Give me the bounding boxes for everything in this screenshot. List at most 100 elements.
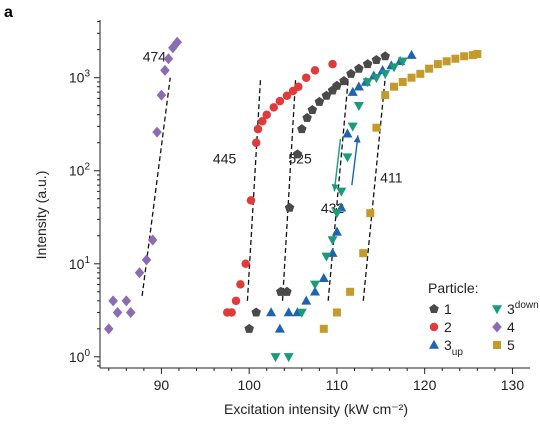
data-point-4 [125, 306, 136, 318]
data-point-4 [156, 89, 167, 101]
arrow-up-head [353, 135, 361, 143]
legend-label-5: 5 [507, 337, 515, 353]
data-point-2 [236, 280, 245, 289]
data-point-4 [152, 126, 162, 138]
data-point-2 [258, 117, 267, 126]
data-point-4 [134, 267, 145, 279]
data-point-1 [251, 307, 261, 317]
data-point-2 [275, 96, 285, 106]
data-point-3down [388, 63, 399, 73]
x-tick-label: 110 [326, 377, 349, 393]
data-point-2 [328, 59, 337, 69]
data-point-5 [433, 60, 442, 69]
data-point-1 [362, 59, 373, 69]
data-point-1 [244, 323, 254, 333]
threshold-label: 411 [380, 169, 403, 185]
y-tick-label: 103 [69, 69, 91, 86]
data-point-4 [147, 234, 158, 246]
data-point-2 [282, 91, 292, 100]
legend-marker-5 [493, 341, 501, 349]
data-point-2 [251, 138, 261, 147]
data-point-3down [321, 252, 332, 262]
series-3down [270, 57, 408, 363]
data-point-3down [270, 353, 281, 363]
data-point-1 [307, 104, 318, 114]
x-tick-label: 90 [154, 377, 170, 393]
data-point-5 [332, 308, 341, 317]
data-point-2 [301, 73, 311, 82]
data-point-1 [371, 54, 382, 65]
data-point-4 [141, 254, 152, 266]
data-point-1 [282, 286, 292, 296]
data-point-3up [266, 307, 277, 317]
axes: 90 100 110 120 130 100 101 102 103 [69, 20, 530, 393]
data-point-3down [342, 153, 353, 163]
arrow-down-head [331, 184, 339, 192]
arrow-up-shaft [351, 135, 359, 186]
panel-label: a [4, 4, 13, 21]
data-point-1 [321, 90, 332, 100]
data-point-3up [301, 295, 312, 305]
data-point-4 [121, 295, 132, 307]
data-point-2 [227, 308, 236, 317]
data-point-4 [160, 64, 170, 76]
data-point-3down [380, 70, 391, 80]
data-point-3up [310, 286, 320, 296]
annotations: 474445525432411 [141, 48, 403, 301]
x-tick-label: 100 [238, 377, 262, 393]
legend-marker-2 [429, 322, 439, 332]
data-point-4 [172, 36, 182, 48]
data-point-3down [331, 209, 342, 219]
y-tick-label: 101 [69, 255, 91, 272]
threshold-line [362, 77, 386, 301]
data-point-3up [318, 272, 329, 282]
data-point-3down [397, 57, 408, 67]
legend: Particle: 1 3down 2 4 3up 5 [428, 280, 539, 358]
y-tick-label: 102 [69, 162, 91, 179]
data-point-2 [269, 103, 279, 112]
data-point-3down [310, 280, 320, 290]
legend-title: Particle: [428, 280, 479, 296]
data-point-1 [339, 76, 349, 86]
legend-label-4: 4 [507, 319, 515, 335]
threshold-line [281, 77, 297, 301]
series-4 [104, 36, 182, 335]
data-point-2 [246, 196, 256, 205]
data-point-1 [297, 124, 307, 134]
data-point-5 [407, 73, 416, 82]
legend-label-2: 2 [444, 319, 452, 335]
data-point-2 [262, 110, 271, 119]
data-point-3down [283, 353, 294, 363]
data-point-2 [294, 82, 303, 91]
data-point-5 [398, 77, 407, 86]
data-point-5 [319, 324, 328, 333]
data-point-1 [276, 286, 286, 296]
data-point-3down [371, 73, 382, 83]
legend-label-3up: 3up [444, 337, 463, 358]
data-point-3up [342, 128, 353, 138]
data-point-4 [108, 295, 118, 307]
legend-marker-4 [492, 321, 502, 333]
data-point-5 [468, 51, 477, 60]
data-point-4 [104, 323, 114, 335]
data-point-1 [346, 68, 356, 78]
legend-marker-1 [429, 304, 439, 314]
data-point-5 [442, 57, 451, 66]
data-point-5 [359, 249, 368, 258]
data-point-5 [381, 91, 390, 100]
data-point-1 [302, 112, 312, 122]
series-5 [319, 49, 482, 333]
data-point-1 [314, 96, 325, 106]
threshold-line [246, 77, 262, 301]
data-point-2 [253, 124, 263, 134]
data-point-2 [241, 259, 250, 269]
y-axis-label: Intensity (a.u.) [33, 171, 49, 260]
legend-marker-3up [429, 339, 439, 349]
data-series [104, 36, 482, 363]
data-point-2 [231, 296, 241, 306]
legend-label-1: 1 [444, 301, 452, 317]
data-point-3down [296, 308, 307, 318]
series-1 [244, 51, 390, 333]
data-point-1 [284, 202, 295, 212]
